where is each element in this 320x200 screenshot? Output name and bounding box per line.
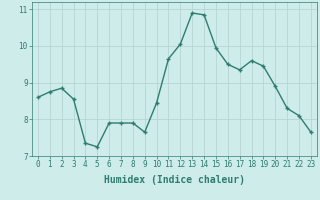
X-axis label: Humidex (Indice chaleur): Humidex (Indice chaleur): [104, 175, 245, 185]
